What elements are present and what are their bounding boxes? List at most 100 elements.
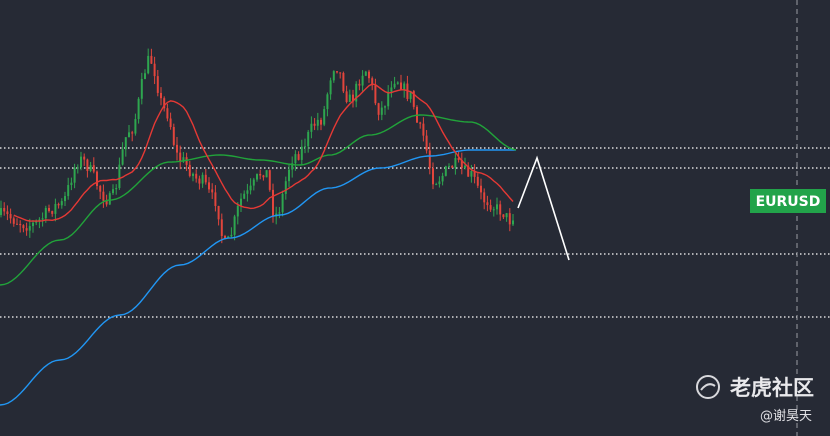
candle-body <box>48 207 50 212</box>
candle-body <box>300 146 303 160</box>
candle-body <box>384 106 386 108</box>
candle-body <box>38 219 41 221</box>
candle-body <box>358 83 361 86</box>
candle-body <box>153 63 156 77</box>
candle-body <box>304 146 306 148</box>
candle-body <box>342 72 345 92</box>
candle-body <box>291 163 294 170</box>
candle-body <box>329 80 332 95</box>
candle-body <box>83 156 86 160</box>
candle-body <box>412 91 415 107</box>
candle-body <box>464 165 466 168</box>
candle-body <box>60 201 63 206</box>
candle-body <box>486 202 489 206</box>
candle-body <box>44 207 47 219</box>
candle-body <box>470 170 473 177</box>
candle-body <box>294 154 297 164</box>
candle-body <box>380 107 383 115</box>
candle-body <box>272 189 274 217</box>
candle-body <box>243 193 246 199</box>
candle-body <box>166 108 169 119</box>
candle-body <box>217 205 220 220</box>
candle-body <box>246 190 249 194</box>
candle-body <box>435 184 438 186</box>
logo <box>696 375 720 399</box>
candle-body <box>377 103 380 115</box>
candle-body <box>0 208 2 215</box>
candle-body <box>390 87 393 92</box>
candle-body <box>192 173 194 176</box>
candle-body <box>124 137 127 150</box>
candle-body <box>256 174 258 180</box>
candle-body <box>118 164 121 189</box>
candle-body <box>428 150 431 169</box>
candle-body <box>204 174 207 183</box>
candle-body <box>320 119 322 125</box>
candle-body <box>54 203 57 214</box>
candle-body <box>57 203 60 206</box>
candle-body <box>240 198 242 206</box>
candle-body <box>393 83 396 88</box>
candle-body <box>51 211 54 214</box>
candle-body <box>16 223 18 225</box>
candle-body <box>262 175 265 178</box>
candle-body <box>89 165 92 171</box>
candle-body <box>387 91 390 107</box>
candle-body <box>467 165 470 177</box>
candle-body <box>451 166 454 168</box>
candle-body <box>336 71 338 73</box>
candle-body <box>492 209 495 211</box>
candle-body <box>310 123 313 132</box>
candle-body <box>284 181 287 194</box>
candle-body <box>496 204 498 210</box>
candle-body <box>182 157 185 162</box>
candle-body <box>499 204 502 215</box>
candle-body <box>281 193 284 213</box>
candle-body <box>348 94 351 103</box>
candle-body <box>92 165 95 172</box>
candle-body <box>6 211 9 215</box>
symbol-tag <box>750 189 826 213</box>
candle-body <box>19 223 22 226</box>
candle-body <box>480 185 482 193</box>
candle-body <box>150 55 153 64</box>
candle-body <box>476 176 479 186</box>
candle-body <box>3 208 6 212</box>
candle-body <box>288 169 290 182</box>
candle-body <box>96 171 98 187</box>
candle-body <box>368 71 370 79</box>
candle-body <box>316 119 319 126</box>
candle-body <box>76 167 79 169</box>
candle-body <box>409 91 412 99</box>
candle-body <box>512 220 514 225</box>
candle-body <box>441 175 444 182</box>
candle-body <box>64 196 66 202</box>
candle-body <box>131 132 134 134</box>
candle-body <box>211 189 214 193</box>
candle-body <box>444 166 447 176</box>
candle-body <box>137 98 140 120</box>
candle-body <box>22 225 25 229</box>
candle-body <box>352 94 354 102</box>
candle-body <box>105 200 108 205</box>
candle-body <box>140 78 143 99</box>
candle-body <box>224 235 226 239</box>
candle-body <box>419 122 422 124</box>
candle-body <box>425 135 428 151</box>
symbol-label: EURUSD <box>756 194 821 210</box>
candle-body <box>432 168 434 185</box>
candle-body <box>252 179 255 186</box>
candle-body <box>128 132 130 138</box>
candle-body <box>195 173 198 179</box>
candle-body <box>508 213 511 225</box>
candle-body <box>422 123 425 136</box>
candle-body <box>460 159 463 168</box>
candle-body <box>208 182 210 190</box>
candle-body <box>505 213 508 218</box>
candle-body <box>268 170 271 190</box>
candle-body <box>259 174 262 176</box>
moving-averages <box>0 83 517 406</box>
candle-body <box>147 55 150 74</box>
candle-body <box>115 188 118 190</box>
candle-body <box>355 83 358 102</box>
